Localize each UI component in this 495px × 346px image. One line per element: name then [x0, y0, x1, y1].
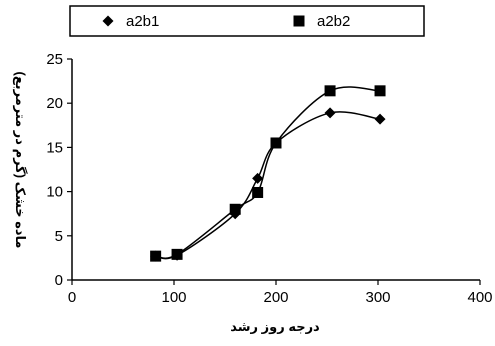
legend: a2b1 a2b2: [69, 5, 425, 37]
data-point-a2b1: [374, 113, 386, 125]
legend-marker-a2b2: [293, 15, 305, 27]
y-tick-label: 15: [46, 139, 63, 156]
data-point-a2b2: [171, 248, 183, 260]
legend-marker-a2b1: [102, 15, 114, 27]
y-tick-label: 25: [46, 51, 63, 68]
data-point-a2b1: [324, 107, 336, 119]
series-a2b2: [150, 85, 386, 262]
legend-label-a2b1: a2b1: [126, 13, 159, 30]
y-tick-label: 10: [46, 184, 63, 201]
x-tick-label: 100: [161, 289, 186, 306]
x-tick-label: 400: [467, 289, 492, 306]
trendline-a2b1: [155, 111, 381, 260]
y-tick-label: 0: [55, 272, 63, 289]
x-tick-label: 200: [263, 289, 288, 306]
data-point-a2b2: [374, 85, 386, 97]
y-tick-label: 20: [46, 95, 63, 112]
data-point-a2b1: [252, 172, 264, 184]
plot-area: 0 5 10 15 20 25 0 100 200 300 400: [46, 51, 492, 306]
legend-box: [69, 5, 425, 37]
data-point-a2b2: [252, 186, 264, 198]
data-point-a2b2: [270, 137, 282, 149]
data-point-a2b2: [324, 85, 336, 97]
data-point-a2b2: [150, 250, 162, 262]
x-tick-label: 0: [68, 289, 76, 306]
x-tick-label: 300: [365, 289, 390, 306]
data-point-a2b2: [229, 203, 241, 215]
series-a2b1: [150, 107, 386, 262]
y-axis-title: ماده خشک (گرم در مترمربع): [12, 72, 28, 249]
y-tick-label: 5: [55, 228, 63, 245]
legend-label-a2b2: a2b2: [317, 13, 350, 30]
x-axis-title: درجه روز رشد: [230, 319, 320, 334]
